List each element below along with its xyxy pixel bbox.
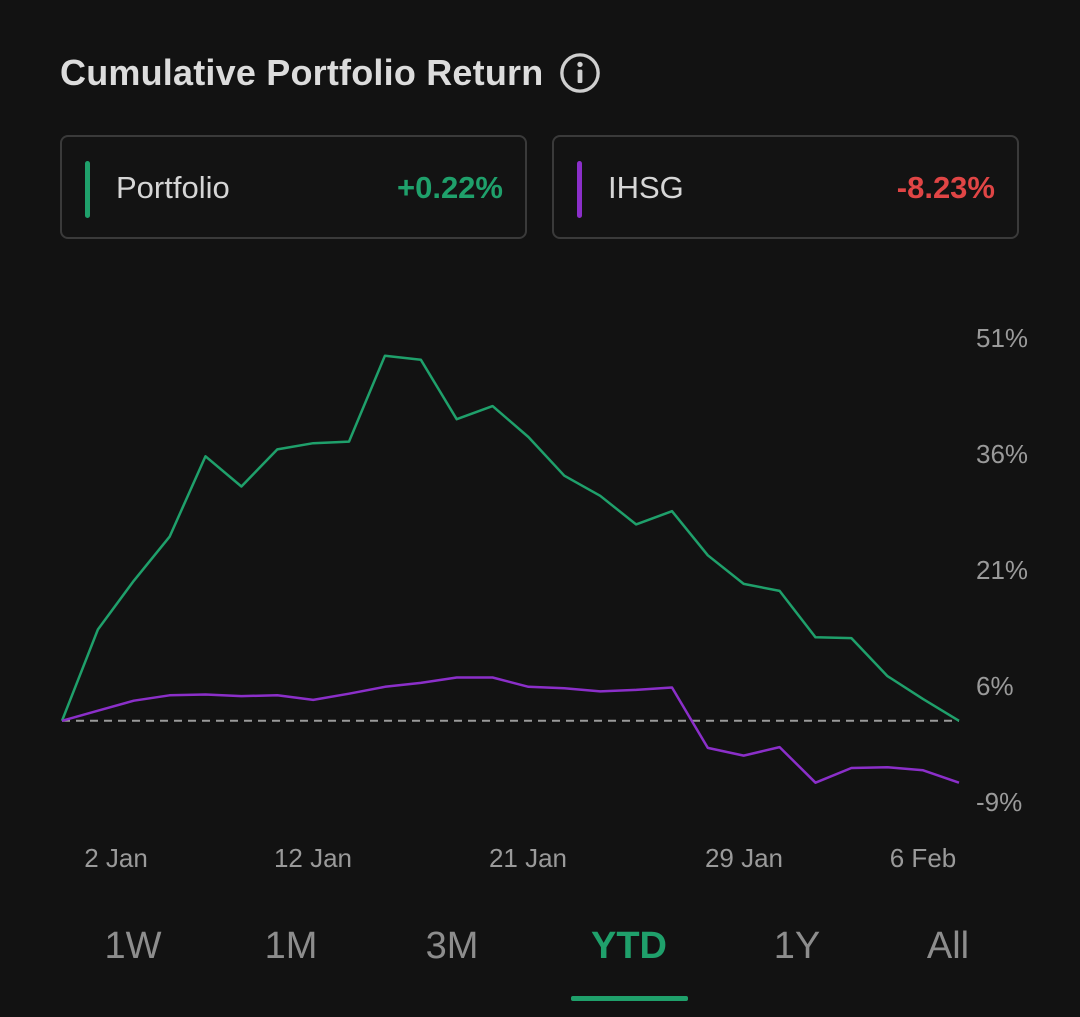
legend-portfolio-name: Portfolio bbox=[116, 170, 230, 205]
active-tab-indicator bbox=[571, 996, 688, 1001]
page-title: Cumulative Portfolio Return bbox=[60, 52, 544, 93]
y-tick-label: 21% bbox=[976, 555, 1028, 585]
legend-ihsg-value: -8.23% bbox=[896, 170, 995, 205]
cumulative-return-chart[interactable]: 51% 36% 21% 6% -9% 2 Jan 12 Jan 21 Jan 29 Jan 6 F… bbox=[0, 300, 1080, 890]
y-tick-label: 51% bbox=[976, 323, 1028, 353]
y-tick-label: 6% bbox=[976, 671, 1014, 701]
time-range-tabs: 1W 1M 3M YTD 1Y All bbox=[0, 925, 1080, 1005]
tab-ytd[interactable]: YTD bbox=[591, 925, 667, 967]
tab-1y[interactable]: 1Y bbox=[773, 925, 821, 967]
y-tick-label: 36% bbox=[976, 439, 1028, 469]
x-tick-label: 2 Jan bbox=[84, 843, 148, 873]
legend-portfolio-value: +0.22% bbox=[396, 170, 503, 205]
y-tick-label: -9% bbox=[976, 787, 1022, 817]
series-line-ihsg bbox=[61, 676, 960, 784]
tab-3m[interactable]: 3M bbox=[425, 925, 479, 967]
series-line-portfolio bbox=[60, 354, 960, 722]
ihsg-color-bar bbox=[577, 161, 582, 218]
info-circle-icon[interactable] bbox=[559, 52, 601, 94]
legend-ihsg-name: IHSG bbox=[608, 170, 684, 205]
portfolio-color-bar bbox=[85, 161, 90, 218]
tab-1m[interactable]: 1M bbox=[264, 925, 318, 967]
tab-1w[interactable]: 1W bbox=[104, 925, 162, 967]
tab-all[interactable]: All bbox=[926, 925, 970, 967]
chart-header: Cumulative Portfolio Return bbox=[60, 48, 601, 98]
x-tick-label: 12 Jan bbox=[274, 843, 352, 873]
x-tick-label: 6 Feb bbox=[890, 843, 957, 873]
legend-card-ihsg: IHSG -8.23% bbox=[552, 135, 1019, 239]
legend-card-portfolio: Portfolio +0.22% bbox=[60, 135, 527, 239]
x-tick-label: 29 Jan bbox=[705, 843, 783, 873]
x-tick-label: 21 Jan bbox=[489, 843, 567, 873]
